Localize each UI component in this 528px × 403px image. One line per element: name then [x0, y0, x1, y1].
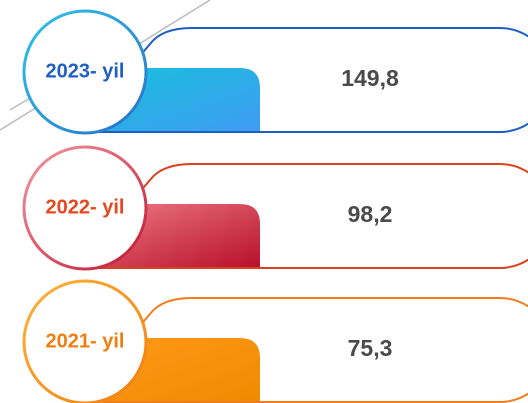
year-circle — [22, 9, 148, 135]
year-label: 2022- yil — [46, 196, 125, 218]
item-row: 2021- yil 75,3 — [22, 279, 528, 403]
value-label: 98,2 — [348, 201, 393, 227]
year-circle — [22, 145, 148, 271]
value-label: 149,8 — [341, 65, 399, 91]
year-label: 2023- yil — [46, 60, 125, 82]
year-label: 2021- yil — [46, 330, 125, 352]
value-label: 75,3 — [348, 335, 393, 361]
item-row: 2022- yil 98,2 — [22, 145, 528, 271]
pill-outline — [72, 27, 528, 133]
item-row: 2023- yil 149,8 — [22, 9, 528, 135]
pill-outline — [72, 297, 528, 403]
pill-outline — [72, 163, 528, 269]
year-circle — [22, 279, 148, 403]
